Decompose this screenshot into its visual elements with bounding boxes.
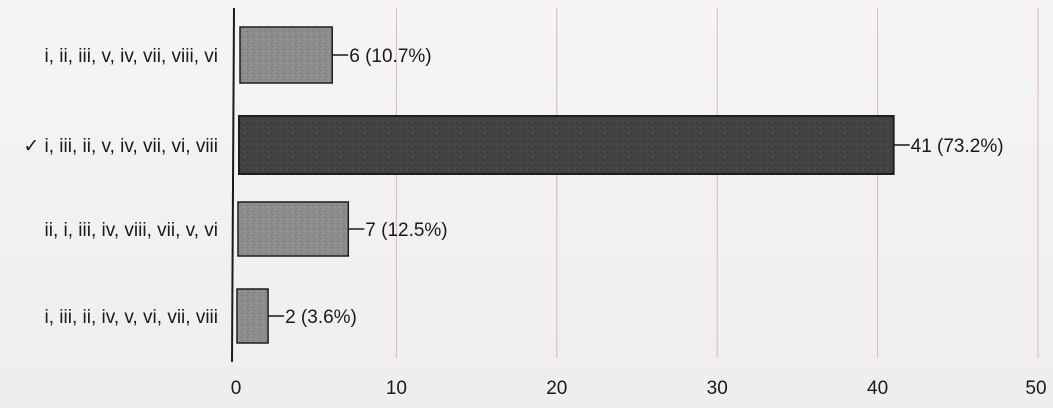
bar (236, 288, 269, 344)
data-label: 41 (73.2%) (911, 136, 1004, 157)
bar (239, 26, 333, 84)
category-label: i, iii, ii, iv, v, vi, vii, viii (45, 307, 218, 328)
bar (237, 201, 350, 257)
label-layer: 0 10 20 30 40 50 6 (10.7%) i, ii, iii, v, iv, v… (23, 46, 1046, 399)
x-tick-label: 40 (867, 378, 888, 399)
x-tick-label: 30 (707, 378, 728, 399)
bar-layer (236, 26, 895, 344)
grid-layer (395, 8, 1039, 358)
data-label: 2 (3.6%) (285, 307, 357, 328)
bar (238, 115, 895, 175)
axis-layer (231, 7, 235, 363)
category-label: ✓ i, iii, ii, v, iv, vii, vi, viii (23, 136, 218, 157)
x-tick-label: 0 (231, 378, 242, 399)
x-tick-label: 10 (386, 378, 407, 399)
y-axis-line (231, 7, 235, 363)
data-label: 7 (12.5%) (365, 220, 447, 241)
x-tick-label: 20 (546, 378, 567, 399)
category-label: ii, i, iii, iv, viii, vii, v, vi (45, 220, 218, 241)
category-label: i, ii, iii, v, iv, vii, viii, vi (45, 46, 218, 67)
x-tick-label: 50 (1025, 378, 1046, 399)
data-label: 6 (10.7%) (349, 46, 431, 67)
